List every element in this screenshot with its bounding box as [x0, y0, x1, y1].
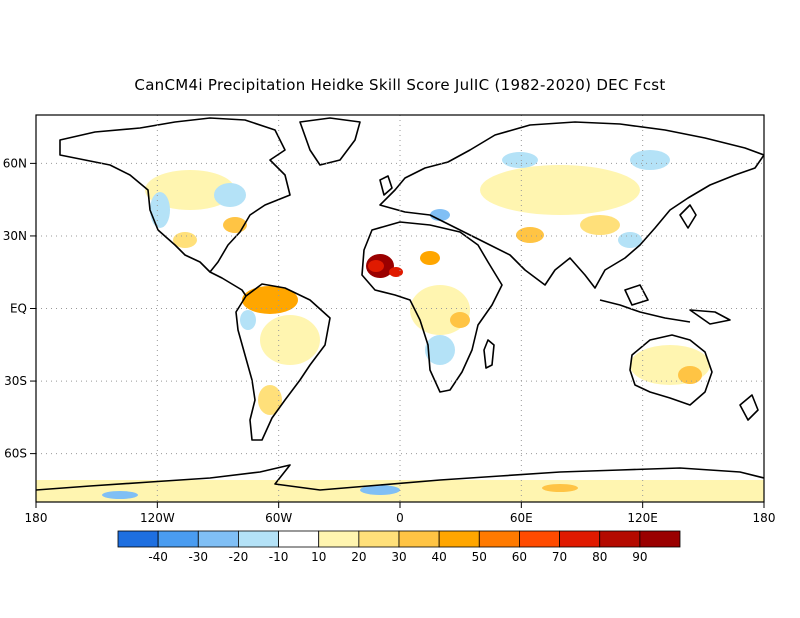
lon-tick-label: 120W: [140, 511, 175, 525]
colorbar-label: 30: [391, 550, 406, 564]
shade-patch: [542, 484, 578, 492]
shade-patch: [389, 267, 403, 277]
colorbar: -40 -30 -20 -10 10 20 30 40 50 60 70 80 90: [117, 530, 681, 564]
shade-patch: [516, 227, 544, 243]
shade-patch: [580, 215, 620, 235]
colorbar-label: 50: [472, 550, 487, 564]
shade-patch: [630, 150, 670, 170]
shade-patch: [450, 312, 470, 328]
lat-tick-label: 30S: [4, 374, 27, 388]
colorbar-segment: [318, 530, 360, 548]
coastline-australia: [629, 334, 713, 406]
lon-tick-label: 120E: [627, 511, 658, 525]
coastline-antarctica: [36, 464, 764, 491]
shade-patch: [360, 485, 400, 495]
shade-patch: [260, 315, 320, 365]
colorbar-segment: [117, 530, 159, 548]
colorbar-segment: [197, 530, 239, 548]
coastline-japan: [679, 204, 697, 229]
lon-tick-label: 60W: [265, 511, 292, 525]
shade-patch: [214, 183, 246, 207]
colorbar-label: 80: [592, 550, 607, 564]
lat-tick-label: EQ: [10, 302, 27, 316]
lat-tick-label: 60S: [4, 447, 27, 461]
colorbar-label: 60: [512, 550, 527, 564]
longitude-axis: 180 120W 60W 0 60E 120E 180: [25, 502, 776, 525]
coastline-borneo: [624, 284, 649, 306]
shade-patch: [102, 491, 138, 499]
map-background: [36, 115, 764, 502]
latitude-axis: 60N 30N EQ 30S 60S: [3, 156, 36, 461]
lon-tick-label: 60E: [510, 511, 533, 525]
lat-tick-label: 30N: [3, 229, 27, 243]
colorbar-segment: [438, 530, 480, 548]
coastline-eurasia: [379, 121, 764, 289]
colorbar-segment: [599, 530, 641, 548]
colorbar-segment: [358, 530, 400, 548]
shade-patch: [150, 192, 170, 228]
colorbar-label: -20: [229, 550, 249, 564]
coastline-new-guinea: [689, 309, 731, 325]
shade-patch: [368, 260, 384, 272]
colorbar-segment: [238, 530, 279, 548]
colorbar-label: 90: [632, 550, 647, 564]
coastline-new-zealand: [739, 394, 759, 421]
lat-tick-label: 60N: [3, 156, 27, 170]
coastline-south-america: [235, 283, 331, 441]
coastline-british-isles: [379, 175, 393, 196]
colorbar-segment: [278, 530, 320, 548]
coastline-madagascar: [483, 339, 495, 369]
shade-patch: [425, 335, 455, 365]
lon-tick-label: 0: [396, 511, 404, 525]
colorbar-label: 10: [311, 550, 326, 564]
lon-tick-label: 180: [25, 511, 48, 525]
coastlines: [36, 117, 764, 491]
shade-patch: [502, 152, 538, 168]
colorbar-segment: [157, 530, 199, 548]
colorbar-segment: [398, 530, 440, 548]
coastline-north-america: [59, 117, 291, 273]
colorbar-segment: [559, 530, 601, 548]
map-title: CanCM4i Precipitation Heidke Skill Score…: [134, 76, 666, 94]
colorbar-label: -30: [188, 550, 208, 564]
skill-shading: [36, 150, 764, 502]
shade-patch: [242, 286, 298, 314]
coastline-indonesia: [599, 299, 691, 323]
shade-patch: [240, 310, 256, 330]
colorbar-segment: [639, 530, 681, 548]
shade-patch: [420, 251, 440, 265]
shade-patch: [480, 165, 640, 215]
colorbar-segment: [519, 530, 560, 548]
colorbar-label: 20: [351, 550, 366, 564]
colorbar-segment: [478, 530, 520, 548]
lon-tick-label: 180: [753, 511, 776, 525]
shade-patch: [678, 366, 702, 384]
colorbar-label: 40: [432, 550, 447, 564]
coastline-central-america: [209, 271, 247, 297]
colorbar-label: -40: [148, 550, 168, 564]
coastline-greenland: [299, 117, 361, 166]
colorbar-label: -10: [269, 550, 289, 564]
shade-patch: [258, 385, 282, 415]
colorbar-label: 70: [552, 550, 567, 564]
